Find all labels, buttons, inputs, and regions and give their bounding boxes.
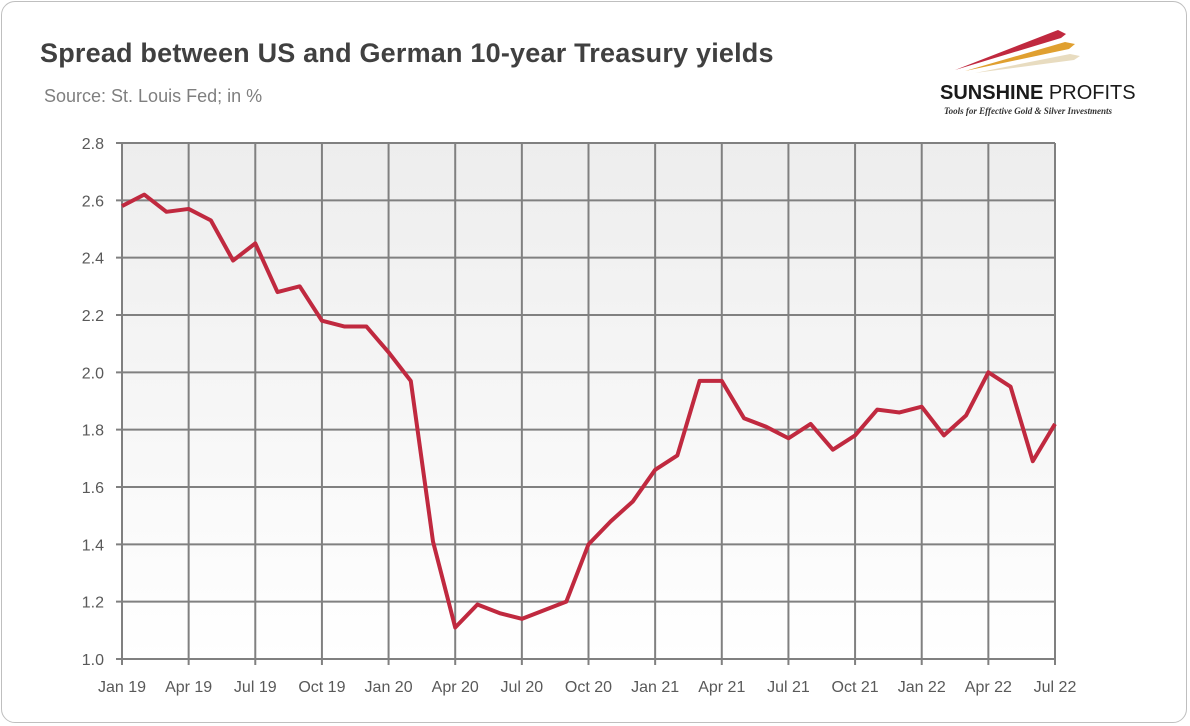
- x-tick-label: Oct 20: [565, 679, 612, 696]
- x-tick-label: Apr 19: [165, 679, 212, 696]
- x-tick-label: Oct 21: [832, 679, 879, 696]
- x-tick-label: Jan 22: [898, 679, 946, 696]
- y-tick-label: 2.0: [82, 365, 104, 382]
- sunshine-profits-logo: SUNSHINE PROFITS Tools for Effective Gol…: [930, 18, 1170, 118]
- x-tick-label: Jul 21: [767, 679, 810, 696]
- y-tick-label: 1.0: [82, 652, 104, 669]
- y-tick-label: 1.4: [82, 537, 104, 554]
- chart-title: Spread between US and German 10-year Tre…: [40, 38, 774, 68]
- y-tick-label: 2.8: [82, 136, 104, 153]
- y-tick-label: 1.2: [82, 595, 104, 612]
- y-tick-label: 1.6: [82, 480, 104, 497]
- x-tick-label: Apr 21: [698, 679, 745, 696]
- x-tick-label: Oct 19: [298, 679, 345, 696]
- x-tick-label: Jan 20: [365, 679, 413, 696]
- x-tick-label: Jan 21: [631, 679, 679, 696]
- chart-subtitle: Source: St. Louis Fed; in %: [44, 86, 263, 106]
- logo-tagline: Tools for Effective Gold & Silver Invest…: [944, 106, 1112, 116]
- x-tick-label: Apr 22: [965, 679, 1012, 696]
- x-tick-label: Jul 22: [1034, 679, 1077, 696]
- logo-rays-icon: [955, 30, 1080, 73]
- x-tick-label: Jul 20: [501, 679, 544, 696]
- y-tick-label: 2.6: [82, 193, 104, 210]
- x-tick-label: Jul 19: [234, 679, 277, 696]
- x-tick-label: Apr 20: [432, 679, 479, 696]
- y-tick-label: 1.8: [82, 423, 104, 440]
- x-tick-label: Jan 19: [98, 679, 146, 696]
- logo-name: SUNSHINE PROFITS: [940, 82, 1136, 104]
- y-tick-label: 2.2: [82, 308, 104, 325]
- y-tick-label: 2.4: [82, 251, 104, 268]
